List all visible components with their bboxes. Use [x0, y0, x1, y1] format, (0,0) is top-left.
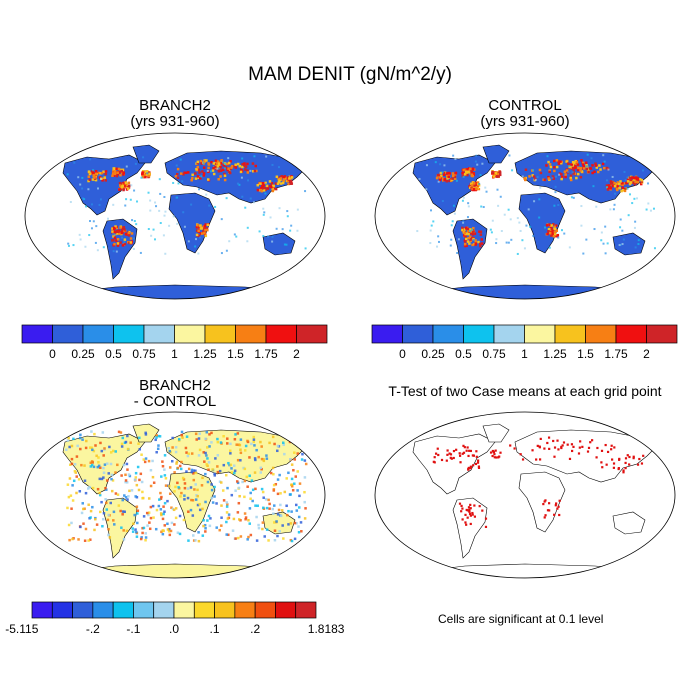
figure-title: MAM DENIT (gN/m^2/y)	[248, 64, 452, 85]
panel-title-ttest: T-Test of two Case means at each grid po…	[350, 383, 700, 399]
colorbar-label: -.1	[126, 622, 141, 636]
panel-title-branch2: BRANCH2 (yrs 931-960)	[50, 98, 300, 130]
continent-africa	[518, 471, 566, 533]
colorbar-label: 1.8183	[307, 622, 345, 636]
colorbar-label: -5.115	[5, 622, 39, 636]
panel-title-line1: BRANCH2	[139, 97, 211, 114]
continent-africa	[168, 192, 216, 254]
colorbar-label: 1	[521, 347, 528, 361]
colorbar-swatch	[296, 324, 328, 344]
colorbar-control	[371, 324, 678, 344]
colorbar-label: .0	[168, 622, 179, 636]
colorbar-label: 0.5	[455, 347, 472, 361]
colorbar-difference	[31, 601, 317, 619]
map-border	[374, 411, 676, 579]
significance-note: Cells are significant at 0.1 level	[438, 612, 604, 626]
map-control	[374, 132, 676, 300]
colorbar-label: 1.5	[577, 347, 594, 361]
colorbar-label: 0.25	[421, 347, 445, 361]
continent-southAmerica	[102, 497, 138, 559]
map-border	[374, 132, 676, 300]
colorbar-label: 1.5	[227, 347, 244, 361]
colorbar-label: 2	[293, 347, 300, 361]
panel-title-control: CONTROL (yrs 931-960)	[400, 98, 650, 130]
continent-eurasia	[514, 429, 658, 483]
continent-southAmerica	[452, 218, 488, 280]
colorbar-label: 0	[399, 347, 406, 361]
panel-title-line2: (yrs 931-960)	[130, 113, 220, 130]
map-border	[24, 411, 326, 579]
continent-southAmerica	[452, 497, 488, 559]
continent-northAmerica	[412, 433, 496, 495]
colorbar-swatch	[646, 324, 678, 344]
colorbar-label: .1	[209, 622, 220, 636]
colorbar-label: 0.75	[482, 347, 506, 361]
panel-title-line2: (yrs 931-960)	[480, 113, 570, 130]
panel-title-line1: CONTROL	[488, 97, 562, 114]
colorbar-label: 2	[643, 347, 650, 361]
continent-australia	[262, 232, 296, 256]
panel-title-line1: BRANCH2	[139, 377, 211, 394]
map-ttest	[374, 411, 676, 579]
panel-title-line2: - CONTROL	[133, 393, 217, 410]
colorbar-label: 1.25	[193, 347, 217, 361]
colorbar-label: -.2	[85, 622, 100, 636]
colorbar-label: 1.75	[254, 347, 278, 361]
colorbar-label: 1.25	[543, 347, 567, 361]
colorbar-label: 0.5	[105, 347, 122, 361]
continent-greenland	[482, 144, 510, 164]
continent-australia	[262, 511, 296, 535]
colorbar-label: 0	[49, 347, 56, 361]
continent-africa	[168, 471, 216, 533]
map-difference	[24, 411, 326, 579]
continent-greenland	[482, 423, 510, 443]
continent-greenland	[132, 144, 160, 164]
panel-title-difference: BRANCH2 - CONTROL	[50, 378, 300, 410]
colorbar-label: 1	[171, 347, 178, 361]
colorbar-label: .2	[250, 622, 261, 636]
colorbar-label: 1.75	[604, 347, 628, 361]
continent-australia	[612, 232, 646, 256]
colorbar-label: 0.75	[132, 347, 156, 361]
colorbar-swatch	[295, 601, 317, 619]
colorbar-branch2	[21, 324, 328, 344]
continent-australia	[612, 511, 646, 535]
map-border	[24, 132, 326, 300]
map-branch2	[24, 132, 326, 300]
colorbar-label: 0.25	[71, 347, 95, 361]
continent-eurasia	[164, 429, 308, 483]
panel-title-line1: T-Test of two Case means at each grid po…	[388, 383, 662, 399]
